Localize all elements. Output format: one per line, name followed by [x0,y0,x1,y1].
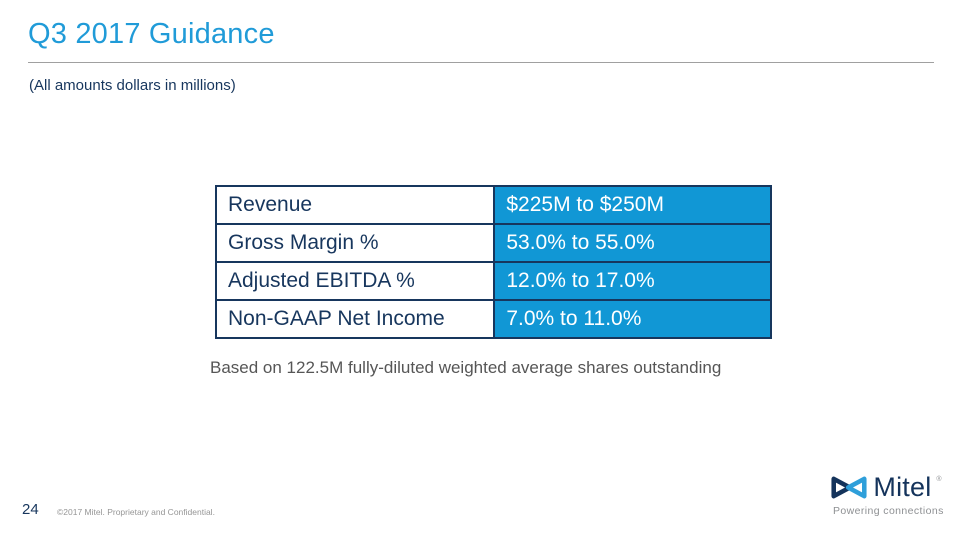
registered-trademark-mark: ® [936,476,942,483]
table-row: Adjusted EBITDA % 12.0% to 17.0% [214,261,772,301]
logo-tagline: Powering connections [833,505,944,517]
metric-value: 12.0% to 17.0% [493,261,772,301]
metric-value: 53.0% to 55.0% [493,223,772,263]
metric-label: Non-GAAP Net Income [214,299,496,339]
mitel-logo: Mitel ® Powering connections [830,472,944,517]
metric-label: Gross Margin % [214,223,496,263]
copyright-text: ©2017 Mitel. Proprietary and Confidentia… [57,507,215,517]
metric-label: Revenue [214,185,496,225]
guidance-table: Revenue $225M to $250M Gross Margin % 53… [214,185,772,339]
page-title: Q3 2017 Guidance [28,18,275,50]
page-number: 24 [22,501,39,518]
shares-footnote: Based on 122.5M fully-diluted weighted a… [210,358,722,377]
metric-value: 7.0% to 11.0% [493,299,772,339]
title-divider [28,62,934,63]
table-row: Non-GAAP Net Income 7.0% to 11.0% [214,299,772,339]
mitel-wordmark: Mitel [873,472,932,502]
slide-subtitle: (All amounts dollars in millions) [29,77,236,94]
metric-label: Adjusted EBITDA % [214,261,496,301]
infinity-bowtie-icon [830,474,868,501]
table-row: Gross Margin % 53.0% to 55.0% [214,223,772,263]
metric-value: $225M to $250M [493,185,772,225]
table-row: Revenue $225M to $250M [214,185,772,225]
mitel-logo-row: Mitel ® [830,472,942,502]
